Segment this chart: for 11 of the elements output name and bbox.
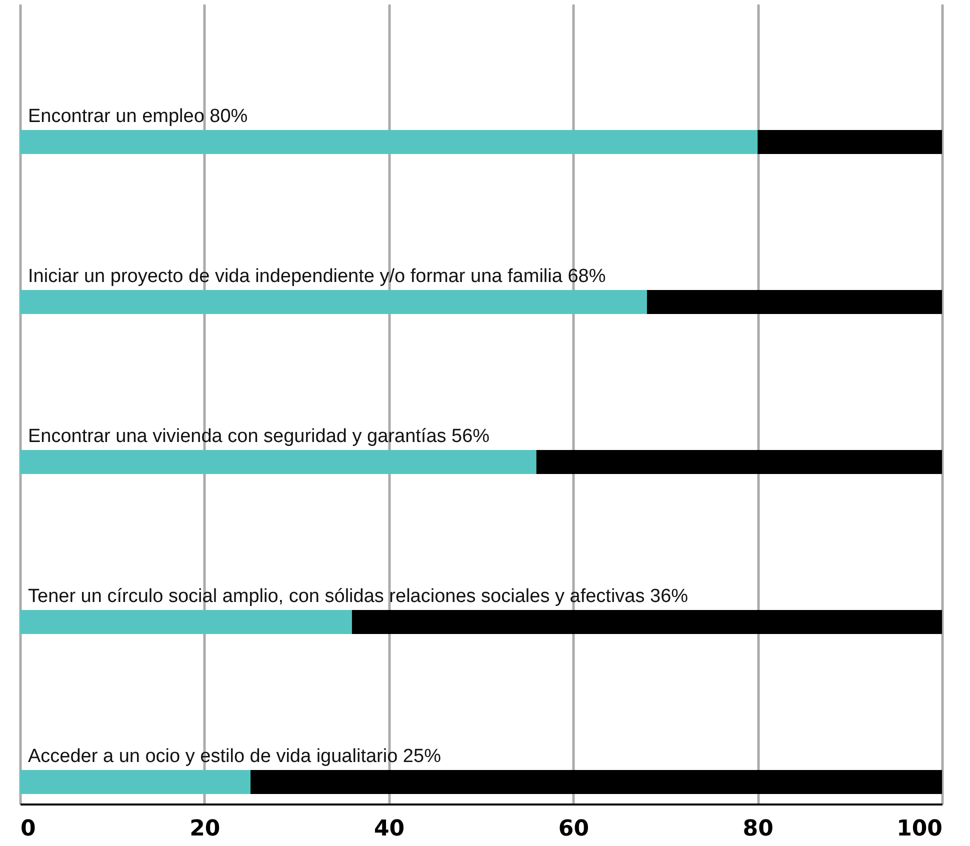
x-tick-label: 60 <box>558 816 590 842</box>
y-tick-label: Encontrar un empleo 80% <box>28 106 248 127</box>
y-tick-label: Acceder a un ocio y estilo de vida igualitario 25% <box>28 746 442 767</box>
x-tick-label: 0 <box>20 816 36 842</box>
x-tick-label: 100 <box>896 816 942 842</box>
y-tick-label: Iniciar un proyecto de vida independiente y/o formar una familia 68% <box>28 266 606 287</box>
y-tick-label: Tener un círculo social amplio, con sólidas relaciones sociales y afectivas 36% <box>28 586 688 607</box>
y-tick-label: Encontrar una vivienda con seguridad y garantías 56% <box>28 426 490 447</box>
x-tick-label: 80 <box>742 816 774 842</box>
x-tick-label: 40 <box>374 816 405 842</box>
x-tick-label: 20 <box>190 816 220 842</box>
